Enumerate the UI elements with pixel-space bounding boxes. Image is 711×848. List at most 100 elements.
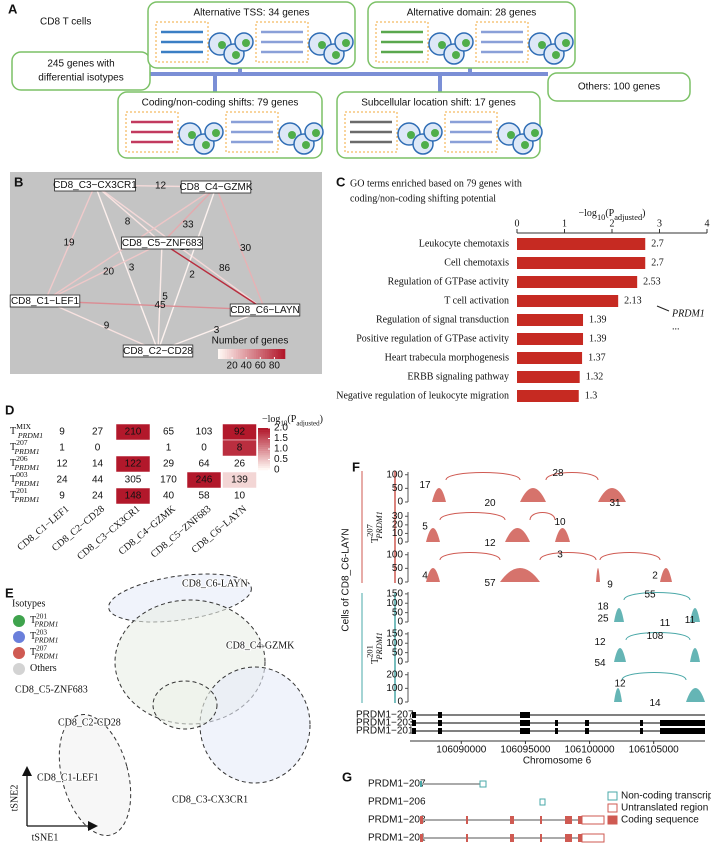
colorbar-swatch: [262, 349, 266, 359]
cell-value: 9: [59, 427, 65, 438]
y-tick-label: 0: [397, 657, 403, 668]
value-label: 1.3: [585, 390, 598, 401]
network-edge: [215, 186, 266, 311]
legend-swatch: [13, 631, 25, 643]
colorbar-swatch: [258, 440, 270, 443]
coverage-shape: [500, 568, 540, 582]
junction-label: 18: [597, 602, 609, 613]
legend-swatch: [13, 647, 25, 659]
y-tick-label: 0: [397, 497, 403, 508]
label-part: 206: [16, 454, 28, 463]
label-part: −log: [262, 414, 280, 425]
exon: [412, 720, 416, 726]
junction-label: 17: [419, 480, 431, 491]
panel-label: B: [14, 174, 23, 189]
exon: [510, 816, 514, 824]
cluster-outline: [152, 680, 218, 730]
label-part: T: [10, 490, 16, 501]
value-label: 2.7: [651, 238, 664, 249]
cluster-outline: [58, 714, 132, 836]
network-background: [10, 172, 322, 374]
colorbar-tick-label: 20: [227, 361, 239, 372]
colorbar-swatch: [258, 457, 270, 460]
edge-label: 3: [129, 263, 135, 274]
coverage-shape: [596, 568, 600, 582]
colorbar-swatch: [258, 449, 270, 452]
colorbar-swatch: [258, 444, 270, 448]
x-tick-label: 2: [610, 218, 615, 229]
network-edge: [161, 242, 266, 311]
value-label: 1.39: [589, 314, 607, 325]
cell-value: 24: [92, 491, 104, 502]
exon: [520, 712, 530, 718]
x-tick-label: 0: [515, 218, 520, 229]
colorbar-swatch: [258, 461, 270, 464]
utr: [581, 833, 605, 843]
coverage-shape: [520, 488, 546, 502]
illustration-frame: [255, 21, 309, 63]
cell-value: 210: [125, 427, 142, 438]
row-label: T201 PRDM1: [10, 486, 40, 504]
legend-swatch: [607, 803, 618, 813]
colorbar-swatch: [269, 349, 272, 359]
row-label: T206 PRDM1: [10, 454, 40, 472]
cell-value: 92: [234, 427, 246, 438]
cell-value: 148: [125, 491, 142, 502]
heatmap-cell: [115, 455, 151, 473]
colorbar-swatch: [222, 349, 225, 359]
label-part: PRDM1: [13, 479, 39, 488]
edge-label: 8: [125, 217, 131, 228]
cell-dot: [342, 39, 350, 47]
junction-label: 12: [614, 679, 626, 690]
cell-value: 29: [163, 459, 175, 470]
junction-arc: [439, 552, 501, 561]
colorbar-tick-label: 2.0: [274, 423, 288, 434]
edge-label: 30: [240, 243, 252, 254]
cell-dot: [562, 39, 570, 47]
label-part: 207: [16, 438, 28, 447]
y-tick-label: 50: [392, 563, 404, 574]
chart-title: coding/non-coding shifting potential: [350, 193, 496, 204]
network-edge: [157, 242, 163, 352]
edge-label: 20: [103, 267, 115, 278]
y-tick-label: 100: [386, 549, 403, 560]
label-part: PRDM1: [33, 635, 58, 644]
legend-swatch: [13, 663, 25, 675]
cluster-label: CD8_C2-CD28: [58, 717, 121, 728]
colorbar-swatch: [282, 349, 286, 359]
category-label: Heart trabecula morphogenesis: [385, 352, 510, 363]
category-label: Positive regulation of GTPase activity: [356, 333, 509, 344]
junction-label: 108: [647, 631, 664, 642]
legend-label: T207 PRDM1: [30, 643, 58, 660]
colorbar-swatch: [258, 463, 270, 467]
cell-dot: [188, 131, 196, 139]
transcript-label: PRDM1−206: [368, 797, 426, 808]
junction-label: 10: [554, 517, 566, 528]
exon: [520, 720, 530, 726]
colorbar-swatch: [273, 349, 277, 359]
axis-title: tSNE1: [32, 832, 59, 843]
x-tick-label: 3: [657, 218, 662, 229]
colorbar-swatch: [258, 467, 270, 471]
label-part: ): [642, 208, 645, 219]
label-part: T: [10, 458, 16, 469]
colorbar-swatch: [260, 349, 263, 359]
cell-value: 9: [59, 491, 65, 502]
coverage-shape: [614, 688, 622, 702]
cluster-label: CD8_C3-CX3CR1: [172, 794, 248, 805]
cell-dot: [452, 51, 460, 59]
legend-swatch: [607, 815, 618, 825]
colorbar-tick-label: 1.0: [274, 444, 288, 455]
node-label: CD8_C3−CX3CR1: [53, 180, 137, 191]
illustration-frame: [125, 111, 179, 153]
label-part: 201: [36, 611, 47, 620]
label-part: 203: [36, 627, 47, 636]
exon: [420, 816, 423, 824]
transcript-label: PRDM1−201: [356, 726, 414, 737]
colorbar-swatch: [238, 349, 241, 359]
junction-arc: [439, 512, 506, 521]
colorbar-tick-label: 80: [269, 361, 281, 372]
legend-label: Untranslated region: [621, 803, 708, 814]
heatmap-cell: [115, 487, 151, 505]
category-label: Regulation of GTPase activity: [388, 276, 509, 287]
